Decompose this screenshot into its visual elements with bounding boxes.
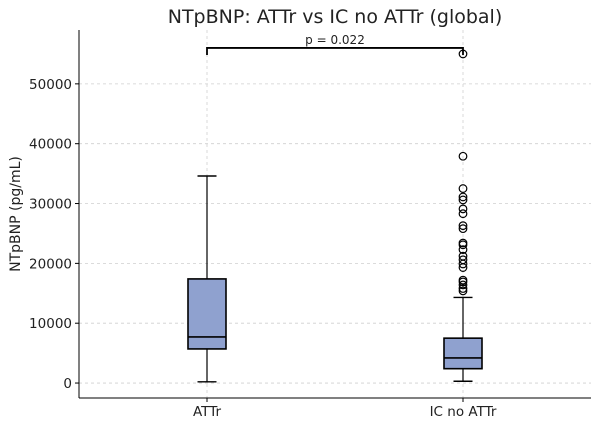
- y-tick-label: 0: [63, 376, 72, 392]
- outlier-point: [458, 204, 468, 214]
- box-group: [443, 49, 483, 382]
- p-value-label: p = 0.022: [305, 33, 365, 47]
- outlier-point: [458, 151, 468, 161]
- outlier-point: [458, 192, 468, 202]
- significance-bracket: [206, 47, 464, 55]
- outlier-point: [458, 195, 468, 205]
- outlier-point: [458, 238, 468, 248]
- boxes: [187, 49, 483, 383]
- outlier-point: [458, 275, 468, 285]
- box-group: [187, 175, 227, 383]
- outlier-point: [458, 286, 468, 296]
- y-tick-label: 20000: [29, 256, 72, 272]
- y-axis-label: NTpBNP (pg/mL): [8, 156, 24, 272]
- y-tick-label: 40000: [29, 137, 72, 153]
- outlier-point: [458, 221, 468, 231]
- outlier-point: [458, 284, 468, 293]
- gridlines: [79, 30, 591, 398]
- box-iqr: [187, 278, 227, 350]
- box-iqr: [443, 337, 483, 370]
- outlier-point: [458, 245, 468, 255]
- y-tick-label: 10000: [29, 316, 72, 332]
- x-tick-label: IC no ATTr: [430, 404, 497, 420]
- outlier-point: [458, 251, 468, 261]
- y-axis: 0 10000 20000 30000 40000 50000: [29, 77, 79, 392]
- x-tick-label: ATTr: [193, 404, 221, 420]
- outlier-point: [458, 209, 468, 219]
- outlier-point: [458, 280, 468, 290]
- y-tick-label: 30000: [29, 197, 72, 213]
- y-tick-label: 50000: [29, 77, 72, 93]
- outlier-point: [458, 224, 468, 234]
- chart-title: NTpBNP: ATTr vs IC no ATTr (global): [168, 6, 503, 28]
- annotations: p = 0.022: [206, 33, 464, 55]
- x-axis: ATTr IC no ATTr: [193, 398, 497, 420]
- outlier-point: [458, 184, 468, 193]
- outlier-point: [458, 255, 468, 265]
